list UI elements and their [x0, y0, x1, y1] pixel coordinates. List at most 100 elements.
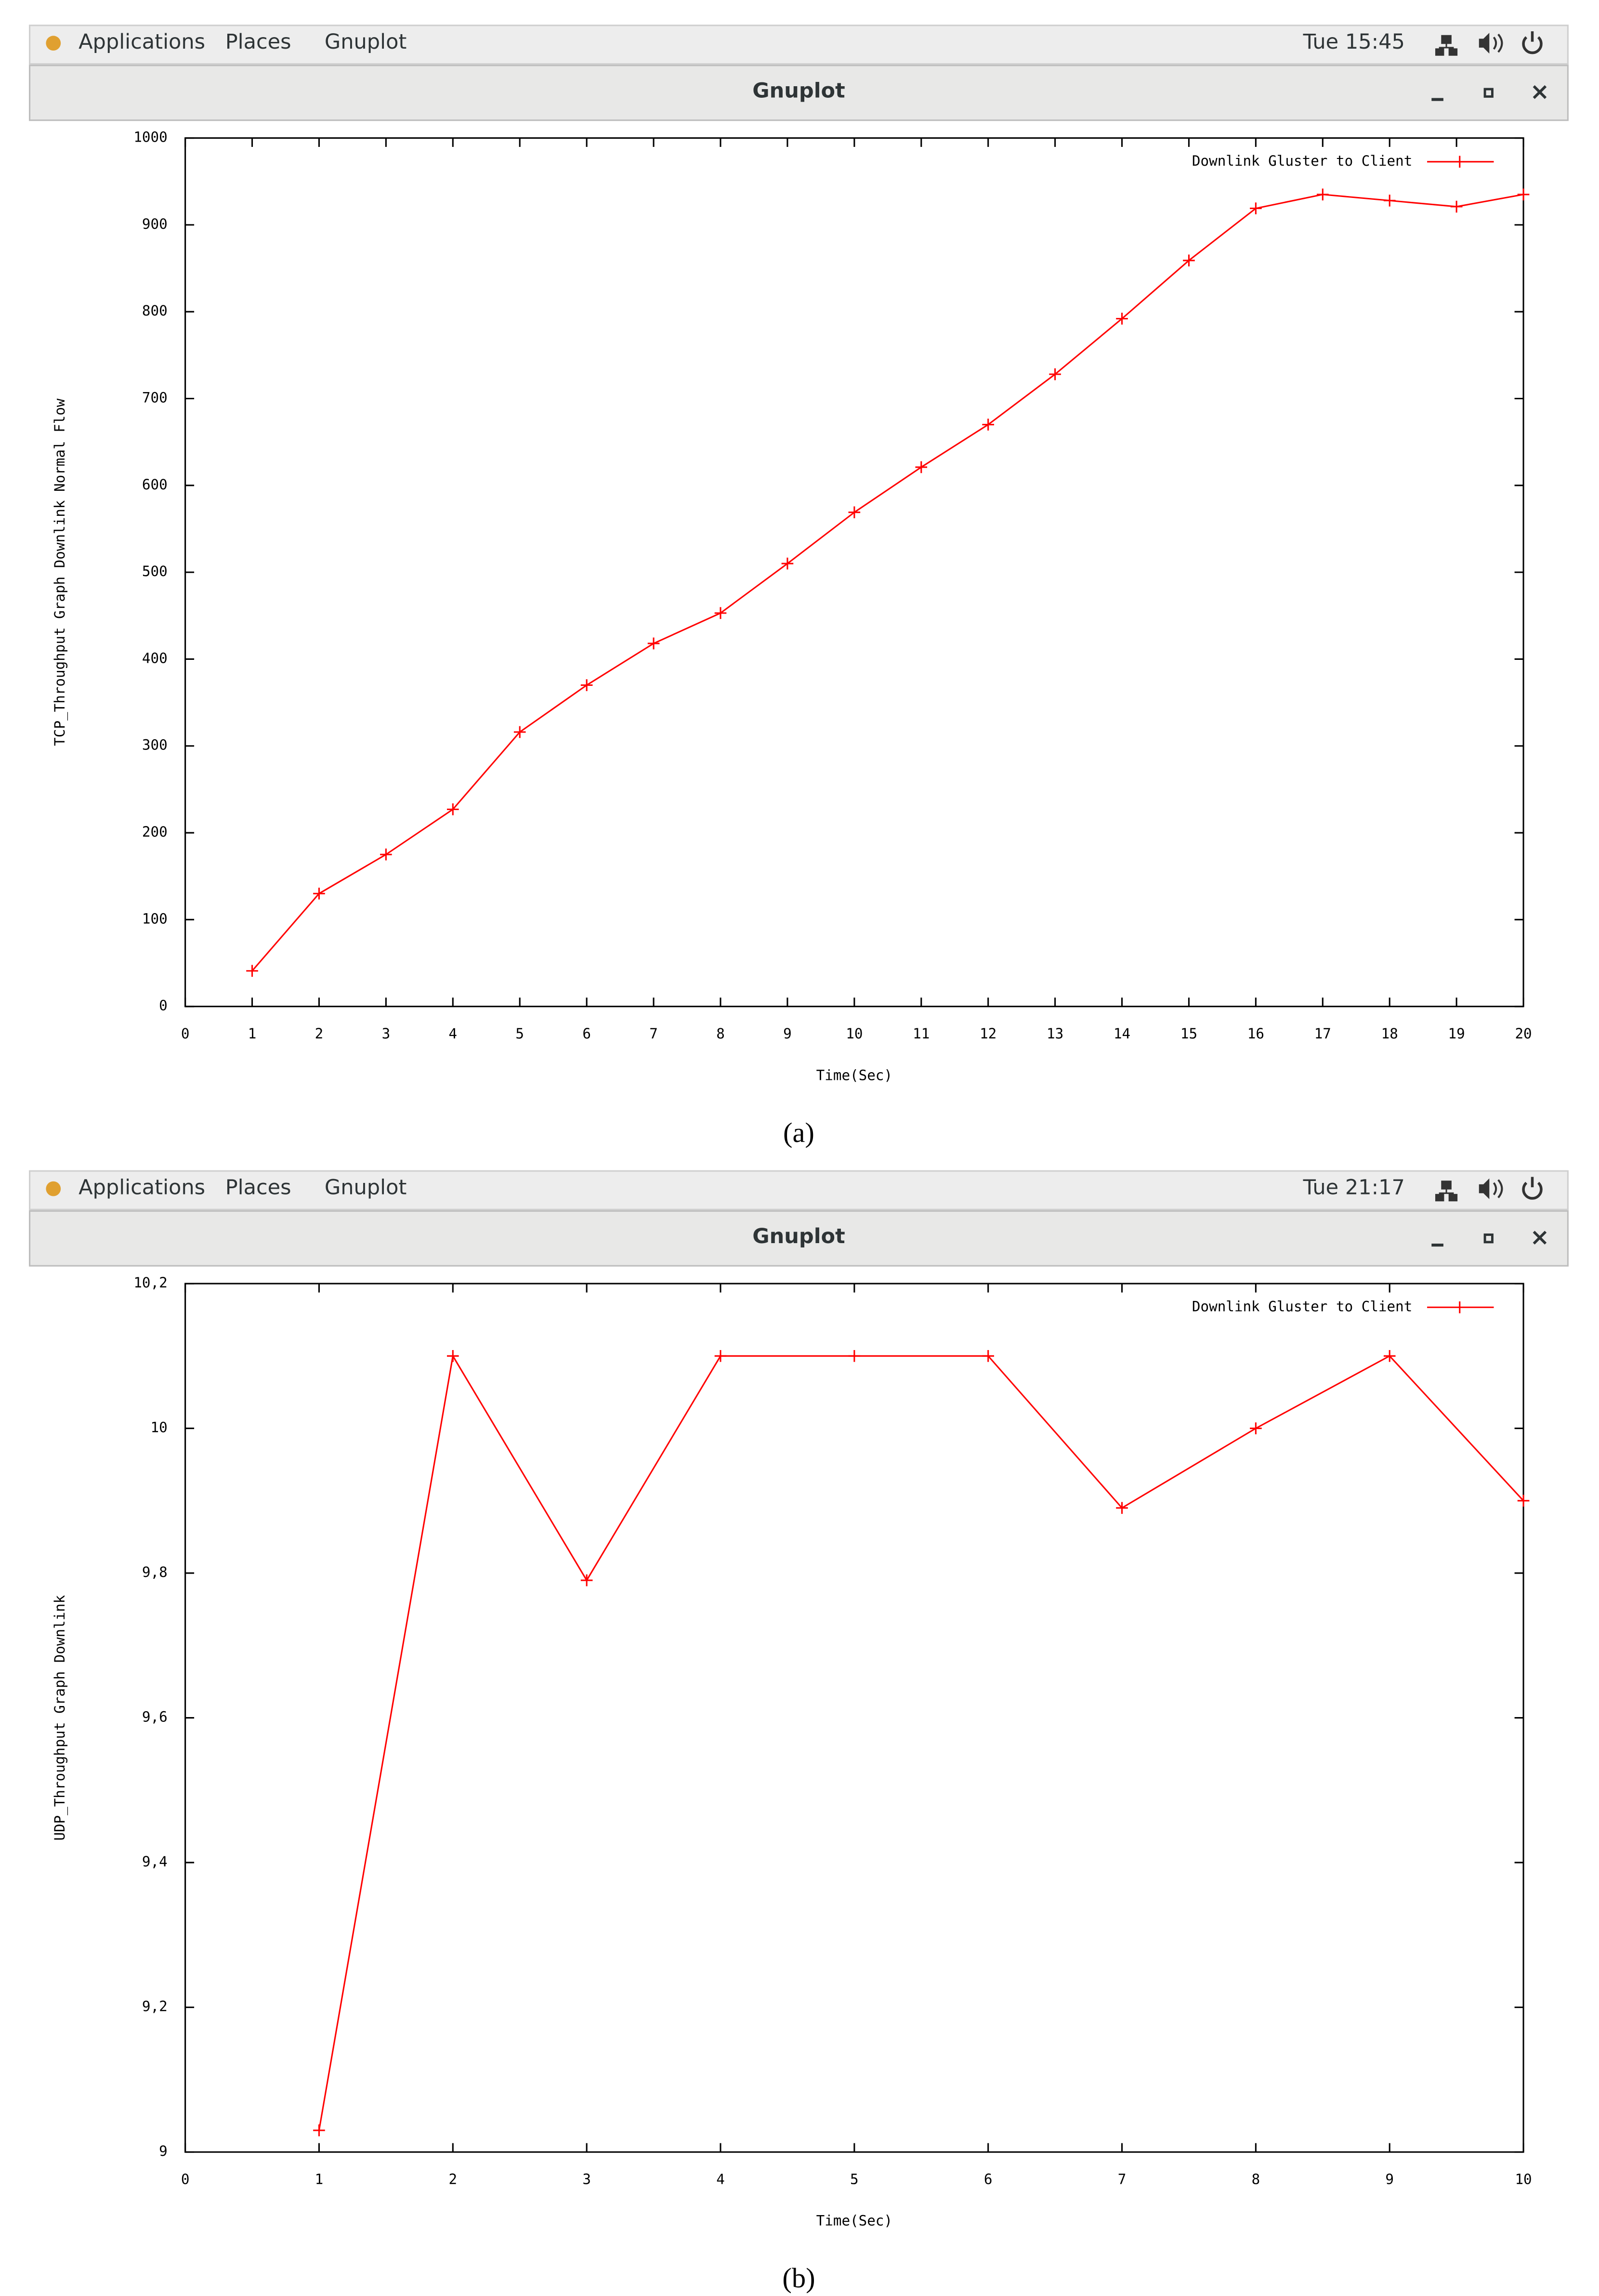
power-icon[interactable] [1522, 31, 1543, 54]
menu-item[interactable]: Gnuplot [325, 1176, 406, 1200]
x-tick-label: 2 [315, 1025, 324, 1042]
x-tick-label: 4 [716, 2171, 725, 2188]
y-tick-label: 10 [151, 1419, 168, 1436]
volume-icon[interactable] [1479, 33, 1490, 54]
data-point [1116, 1502, 1128, 1514]
x-tick-label: 3 [582, 2171, 591, 2188]
x-tick-label: 8 [1252, 2171, 1260, 2188]
x-tick-label: 0 [181, 2171, 190, 2188]
menu-item[interactable]: Applications [79, 1176, 205, 1200]
x-tick-label: 10 [846, 1025, 863, 1042]
data-point [1517, 188, 1530, 201]
app-icon[interactable] [46, 36, 61, 51]
x-tick-label: 15 [1180, 1025, 1197, 1042]
network-icon[interactable] [1435, 1181, 1458, 1202]
y-tick-label: 300 [142, 737, 168, 753]
legend-swatch [1427, 1301, 1494, 1313]
data-point [1383, 195, 1396, 207]
data-point [1250, 202, 1262, 214]
x-tick-label: 1 [248, 1025, 257, 1042]
y-tick-label: 9 [159, 2143, 168, 2159]
x-tick-label: 4 [449, 1025, 458, 1042]
x-tick-label: 16 [1247, 1025, 1264, 1042]
x-tick-label: 17 [1314, 1025, 1331, 1042]
clock[interactable]: Tue 21:17 [1303, 1176, 1405, 1200]
menu-item[interactable]: Places [225, 1176, 291, 1200]
x-tick-label: 20 [1515, 1025, 1532, 1042]
data-point [714, 607, 727, 619]
maximize-button[interactable] [1483, 1233, 1494, 1244]
data-point [1383, 1350, 1396, 1362]
legend-label: Downlink Gluster to Client [1192, 1298, 1412, 1314]
y-tick-label: 1000 [133, 129, 167, 145]
clock[interactable]: Tue 15:45 [1303, 30, 1405, 54]
power-icon[interactable] [1522, 1177, 1543, 1200]
maximize-button[interactable] [1483, 88, 1494, 98]
x-tick-label: 7 [649, 1025, 658, 1042]
x-tick-label: 0 [181, 1025, 190, 1042]
data-point [580, 1574, 593, 1587]
x-tick-label: 1 [315, 2171, 324, 2188]
y-axis-label: TCP_Throughput Graph Downlink Normal Flo… [52, 398, 68, 746]
data-line [251, 194, 1524, 971]
close-button[interactable] [1533, 1231, 1547, 1245]
y-axis-label: UDP_Throughput Graph Downlink [52, 1595, 68, 1841]
volume-icon[interactable] [1479, 1178, 1490, 1199]
x-tick-label: 7 [1118, 2171, 1127, 2188]
menu-item[interactable]: Places [225, 30, 291, 54]
title-bar [29, 65, 1569, 121]
legend-label: Downlink Gluster to Client [1192, 153, 1412, 169]
menu-item[interactable]: Applications [79, 30, 205, 54]
data-point [513, 726, 526, 738]
y-tick-label: 9,4 [142, 1853, 168, 1870]
menu-item[interactable]: Gnuplot [325, 30, 406, 54]
data-point [647, 637, 660, 650]
data-point [380, 848, 392, 861]
x-tick-label: 18 [1381, 1025, 1398, 1042]
data-point [313, 887, 325, 900]
y-tick-label: 9,8 [142, 1564, 168, 1580]
y-tick-label: 10,2 [133, 1274, 167, 1291]
caption: (a) [783, 1117, 814, 1148]
caption: (b) [782, 2262, 815, 2294]
x-tick-label: 19 [1448, 1025, 1465, 1042]
window-title: Gnuplot [752, 79, 845, 103]
y-tick-label: 200 [142, 824, 168, 840]
data-point [848, 1350, 861, 1362]
x-tick-label: 12 [980, 1025, 996, 1042]
y-tick-label: 400 [142, 650, 168, 666]
window-title: Gnuplot [752, 1224, 845, 1248]
y-tick-label: 700 [142, 389, 168, 406]
close-button[interactable] [1533, 85, 1547, 99]
y-tick-label: 900 [142, 216, 168, 232]
x-tick-label: 8 [716, 1025, 725, 1042]
data-point [580, 679, 593, 691]
network-icon[interactable] [1435, 35, 1458, 56]
data-line [318, 1353, 1524, 2131]
data-point [714, 1350, 727, 1362]
x-axis-label: Time(Sec) [816, 2213, 892, 2229]
data-point [781, 557, 794, 570]
data-point [447, 1350, 459, 1362]
top-bar [29, 1170, 1569, 1210]
y-tick-label: 9,6 [142, 1709, 168, 1725]
x-tick-label: 13 [1047, 1025, 1063, 1042]
x-tick-label: 9 [1385, 2171, 1394, 2188]
data-point [313, 2124, 325, 2137]
y-tick-label: 0 [159, 997, 168, 1014]
data-point [246, 965, 258, 977]
y-tick-label: 9,2 [142, 1998, 168, 2015]
x-tick-label: 11 [913, 1025, 930, 1042]
data-point [848, 506, 861, 519]
data-point [982, 419, 994, 431]
y-tick-label: 500 [142, 563, 168, 579]
x-tick-label: 6 [984, 2171, 993, 2188]
app-icon[interactable] [46, 1181, 61, 1196]
plot-border [184, 137, 1524, 1008]
volume-waves [1493, 1179, 1503, 1198]
data-point [982, 1350, 994, 1362]
data-point [1250, 1422, 1262, 1434]
data-point [1450, 200, 1463, 213]
data-point [1183, 254, 1195, 267]
data-point [1116, 313, 1128, 325]
